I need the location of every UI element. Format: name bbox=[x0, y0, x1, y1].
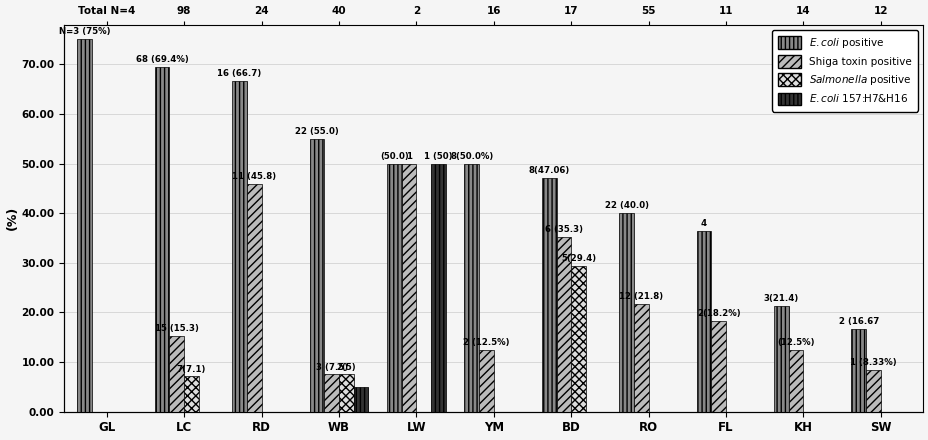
Text: 12 (21.8): 12 (21.8) bbox=[619, 292, 663, 301]
Text: 2 (16.67: 2 (16.67 bbox=[838, 317, 878, 326]
Bar bbox=[571, 266, 586, 412]
Bar bbox=[309, 139, 324, 412]
Text: 16 (66.7): 16 (66.7) bbox=[217, 69, 262, 78]
Bar bbox=[184, 377, 199, 412]
Text: 11 (45.8): 11 (45.8) bbox=[232, 172, 276, 181]
Text: 3 (7.5): 3 (7.5) bbox=[316, 363, 347, 371]
Text: 7(7.1): 7(7.1) bbox=[176, 364, 206, 374]
Text: 6 (35.3): 6 (35.3) bbox=[545, 224, 582, 234]
Text: 1: 1 bbox=[406, 151, 412, 161]
Bar bbox=[232, 81, 247, 412]
Bar bbox=[155, 67, 169, 412]
Text: 22 (40.0): 22 (40.0) bbox=[604, 201, 648, 210]
Bar bbox=[851, 329, 865, 412]
Bar bbox=[479, 350, 494, 412]
Bar bbox=[464, 164, 479, 412]
Bar bbox=[354, 387, 368, 412]
Bar bbox=[324, 374, 339, 412]
Text: 2(18.2%): 2(18.2%) bbox=[696, 309, 740, 319]
Bar bbox=[247, 184, 262, 412]
Bar bbox=[431, 164, 445, 412]
Text: N=3 (75%): N=3 (75%) bbox=[58, 27, 110, 37]
Text: 8(50.0%): 8(50.0%) bbox=[450, 151, 493, 161]
Bar bbox=[633, 304, 648, 412]
Bar bbox=[556, 237, 571, 412]
Text: (12.5%): (12.5%) bbox=[777, 338, 814, 347]
Text: 8(47.06): 8(47.06) bbox=[528, 166, 569, 175]
Text: 2(5): 2(5) bbox=[336, 363, 355, 371]
Bar bbox=[77, 40, 92, 412]
Bar bbox=[387, 164, 401, 412]
Text: 1 (8.33%): 1 (8.33%) bbox=[849, 359, 896, 367]
Legend: $\it{E.coli}$ positive, Shiga toxin positive, $\it{Salmonella}$ positive, $\it{E: $\it{E.coli}$ positive, Shiga toxin posi… bbox=[771, 30, 917, 112]
Bar bbox=[541, 178, 556, 412]
Text: 5(29.4): 5(29.4) bbox=[561, 254, 596, 263]
Bar bbox=[865, 370, 880, 412]
Text: 4: 4 bbox=[700, 219, 706, 228]
Bar bbox=[339, 374, 354, 412]
Text: 2 (12.5%): 2 (12.5%) bbox=[463, 338, 509, 347]
Text: 22 (55.0): 22 (55.0) bbox=[295, 127, 339, 136]
Bar bbox=[619, 213, 633, 412]
Bar bbox=[401, 164, 416, 412]
Bar bbox=[711, 321, 726, 412]
Text: 3(21.4): 3(21.4) bbox=[763, 293, 798, 303]
Bar bbox=[788, 350, 803, 412]
Text: 1 (50): 1 (50) bbox=[424, 151, 452, 161]
Bar bbox=[773, 305, 788, 412]
Text: 68 (69.4%): 68 (69.4%) bbox=[135, 55, 188, 64]
Y-axis label: (%): (%) bbox=[6, 206, 19, 230]
Bar bbox=[696, 231, 711, 412]
Bar bbox=[169, 336, 184, 412]
Text: (50.0): (50.0) bbox=[380, 151, 408, 161]
Text: 15 (15.3): 15 (15.3) bbox=[155, 324, 199, 333]
